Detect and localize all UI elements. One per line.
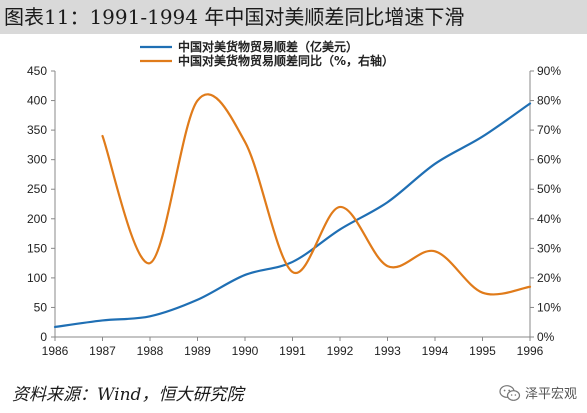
y-tick-label-left: 150	[27, 241, 47, 255]
y-tick-label-right: 30%	[537, 241, 561, 255]
y-tick-label-right: 60%	[537, 153, 561, 167]
x-tick-label: 1993	[374, 344, 401, 358]
y-tick-label-right: 0%	[537, 330, 555, 344]
y-tick-label-left: 300	[27, 153, 47, 167]
chart-title: 图表11：1991-1994 年中国对美顺差同比增速下滑	[0, 0, 587, 34]
y-tick-label-right: 10%	[537, 300, 561, 314]
x-tick-label: 1988	[137, 344, 164, 358]
chart-axes: 0 50 100 150 200 250 300 350 400 450 0% 10% 20% 30% 40…	[27, 64, 561, 358]
wechat-icon	[499, 384, 521, 401]
y-tick-label-right: 70%	[537, 123, 561, 137]
y-tick-label-right: 90%	[537, 64, 561, 78]
chart-legend: 中国对美货物贸易顺差（亿美元）中国对美货物贸易顺差同比（%，右轴）	[140, 39, 394, 68]
y-tick-label-right: 80%	[537, 94, 561, 108]
chart: 0 50 100 150 200 250 300 350 400 450 0% 10% 20% 30% 40…	[27, 39, 561, 358]
chart-marks	[53, 93, 532, 329]
source-note: 资料来源：Wind，恒大研究院	[12, 385, 244, 405]
y-tick-label-left: 100	[27, 271, 47, 285]
y-tick-label-left: 50	[34, 300, 48, 314]
series-line-2	[101, 93, 532, 296]
y-tick-label-left: 400	[27, 94, 47, 108]
y-tick-label-left: 450	[27, 64, 47, 78]
watermark: 泽平宏观	[499, 383, 577, 402]
series-line-1	[53, 102, 532, 329]
x-tick-label: 1987	[89, 344, 116, 358]
legend-label-2: 中国对美货物贸易顺差同比（%，右轴）	[178, 53, 394, 68]
x-tick-label: 1989	[184, 344, 211, 358]
y-tick-label-left: 200	[27, 212, 47, 226]
x-tick-label: 1995	[469, 344, 496, 358]
watermark-text: 泽平宏观	[524, 387, 577, 402]
y-tick-label-left: 250	[27, 182, 47, 196]
x-tick-label: 1986	[42, 344, 69, 358]
x-tick-label: 1990	[232, 344, 259, 358]
x-tick-label: 1992	[327, 344, 354, 358]
y-tick-label-right: 40%	[537, 212, 561, 226]
x-tick-label: 1996	[517, 344, 544, 358]
x-tick-label: 1994	[422, 344, 449, 358]
x-tick-label: 1991	[279, 344, 306, 358]
y-tick-label-left: 0	[40, 330, 47, 344]
y-tick-label-left: 350	[27, 123, 47, 137]
y-tick-label-right: 50%	[537, 182, 561, 196]
legend-label-1: 中国对美货物贸易顺差（亿美元）	[178, 39, 358, 54]
y-tick-label-right: 20%	[537, 271, 561, 285]
